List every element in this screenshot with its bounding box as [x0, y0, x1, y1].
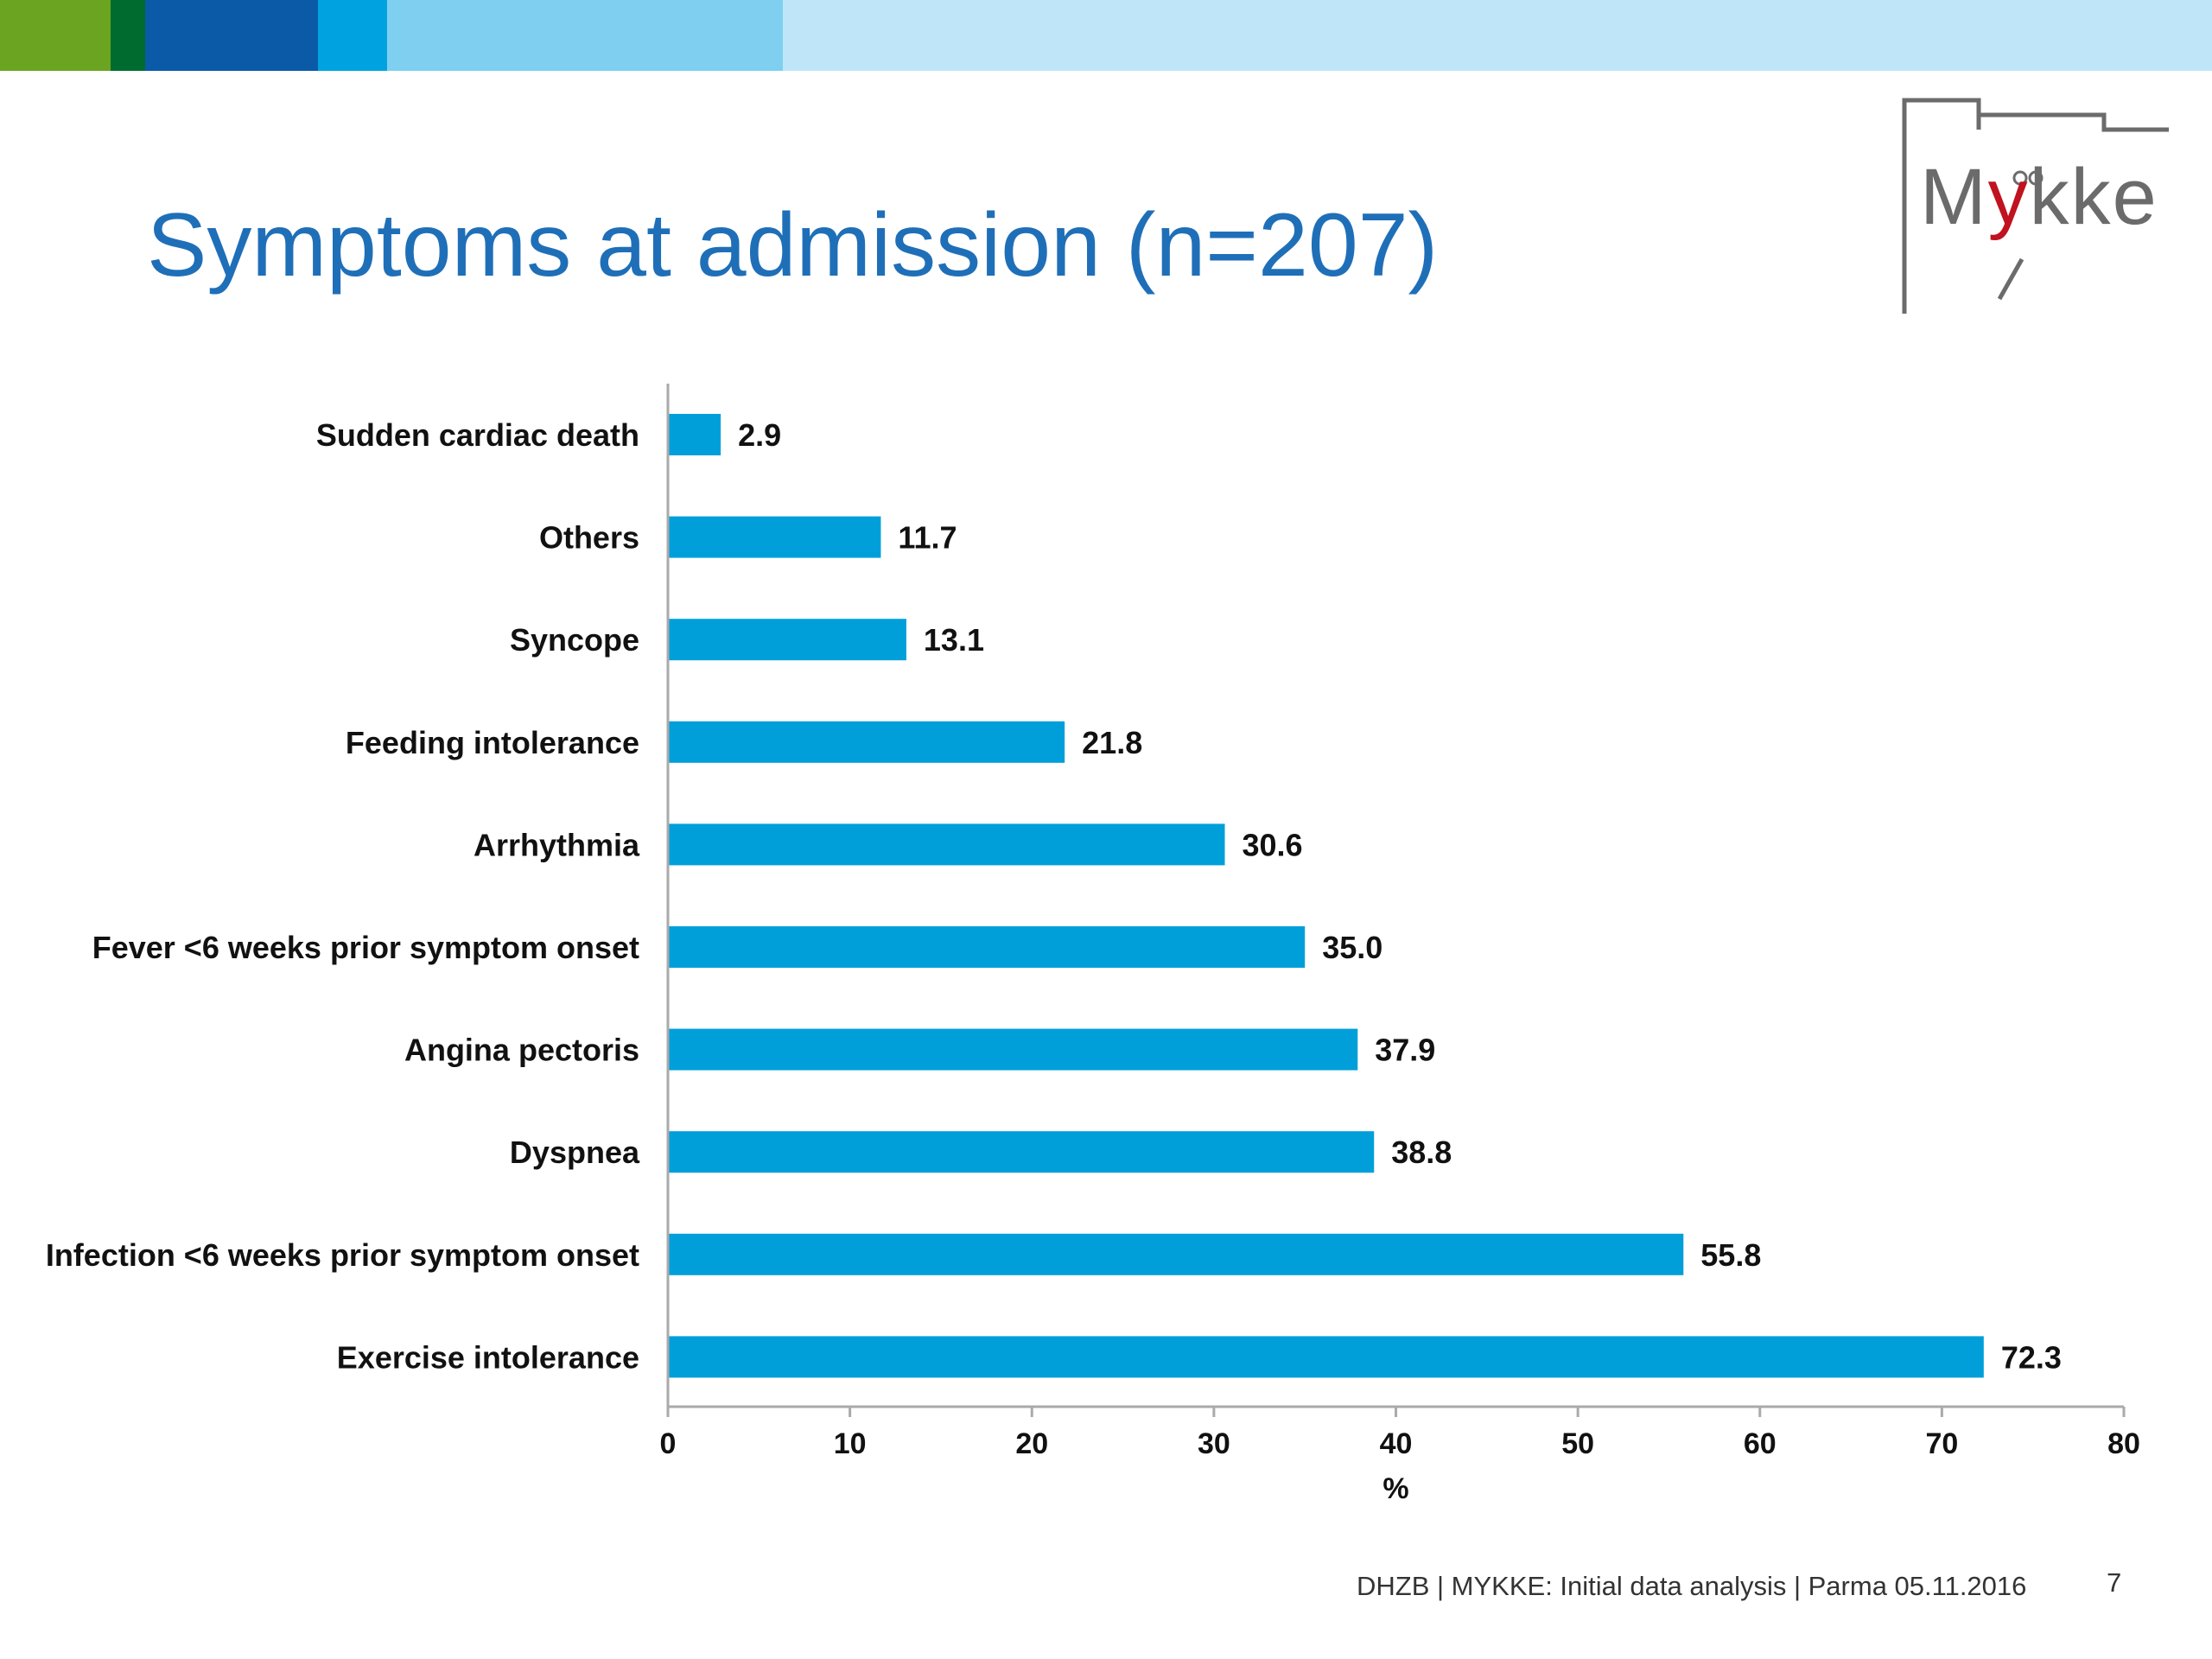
x-tick-label: 0: [660, 1427, 677, 1460]
footer-text: DHZB | MYKKE: Initial data analysis | Pa…: [1357, 1571, 2027, 1601]
mykke-logo: Mykke: [1892, 93, 2177, 318]
category-label: Angina pectoris: [404, 1033, 639, 1068]
data-label: 38.8: [1391, 1135, 1452, 1170]
top-bar-segment: [783, 0, 2212, 71]
page-number: 7: [2107, 1567, 2122, 1598]
bar: [668, 721, 1065, 763]
category-label: Feeding intolerance: [346, 725, 639, 760]
category-label: Dyspnea: [510, 1135, 640, 1170]
bar: [668, 926, 1306, 968]
x-tick-label: 60: [1744, 1427, 1777, 1460]
top-color-bar: [0, 0, 2212, 71]
category-label: Fever <6 weeks prior symptom onset: [92, 930, 639, 965]
data-label: 13.1: [924, 622, 984, 658]
bar: [668, 414, 721, 455]
logo-frame: [1902, 98, 2169, 314]
x-axis-label: %: [1382, 1472, 1408, 1505]
bar: [668, 1336, 1984, 1378]
x-tick-label: 10: [834, 1427, 867, 1460]
category-label: Arrhythmia: [474, 827, 640, 862]
category-label: Sudden cardiac death: [316, 417, 639, 453]
top-bar-segment: [0, 0, 111, 71]
logo-letter: M: [1920, 153, 1988, 241]
bar: [668, 1028, 1358, 1071]
bar: [668, 1131, 1375, 1173]
x-tick-label: 40: [1380, 1427, 1413, 1460]
x-tick-label: 20: [1015, 1427, 1048, 1460]
data-label: 2.9: [738, 417, 781, 453]
data-label: 72.3: [2001, 1339, 2062, 1375]
x-tick-label: 70: [1925, 1427, 1958, 1460]
data-label: 30.6: [1243, 827, 1303, 862]
data-label: 35.0: [1322, 930, 1382, 965]
x-tick-label: 50: [1561, 1427, 1594, 1460]
category-label: Infection <6 weeks prior symptom onset: [46, 1237, 639, 1273]
data-label: 21.8: [1082, 725, 1142, 760]
top-bar-segment: [387, 0, 783, 71]
category-label: Syncope: [510, 622, 639, 658]
category-label: Others: [539, 520, 639, 556]
data-label: 37.9: [1375, 1033, 1435, 1068]
logo-text: Mykke: [1920, 152, 2158, 243]
x-tick-label: 30: [1198, 1427, 1230, 1460]
logo-letters: kke: [2029, 153, 2158, 241]
bar: [668, 619, 906, 661]
x-tick-label: 80: [2107, 1427, 2140, 1460]
top-bar-segment: [111, 0, 145, 71]
data-label: 55.8: [1700, 1237, 1761, 1273]
top-bar-segment: [318, 0, 387, 71]
category-label: Exercise intolerance: [337, 1339, 639, 1375]
slide-title: Symptoms at admission (n=207): [147, 195, 1439, 296]
logo-accent-letter: y: [1987, 153, 2030, 241]
bar-chart: Sudden cardiac death 2.9 Others 11.7 Syncope…: [46, 384, 2140, 1505]
top-bar-segment: [145, 0, 318, 71]
bar: [668, 516, 881, 558]
bar: [668, 1233, 1684, 1275]
data-label: 11.7: [898, 520, 957, 556]
bar: [668, 823, 1225, 866]
